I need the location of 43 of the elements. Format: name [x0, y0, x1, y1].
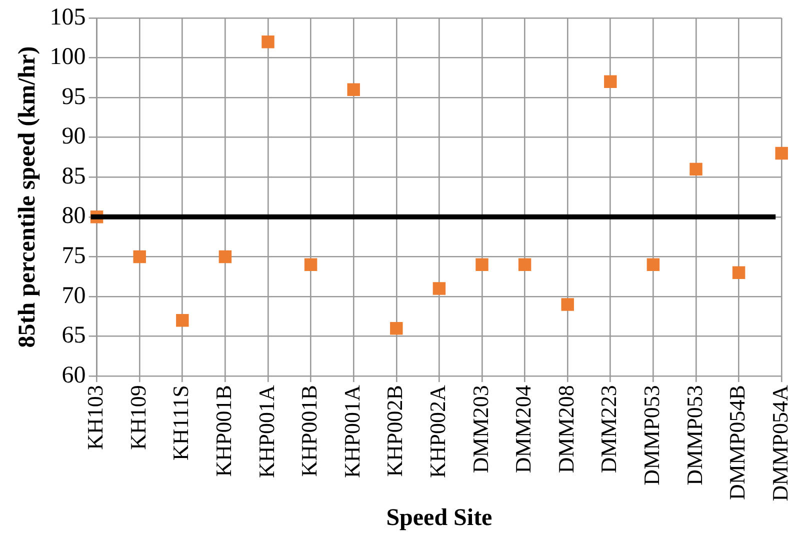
x-tick-label: KHP002B [382, 385, 408, 477]
y-tick-label: 80 [62, 203, 86, 230]
point [518, 258, 532, 272]
y-tick-label: 75 [62, 243, 86, 270]
point [133, 250, 146, 264]
x-axis-title: Speed Site [386, 504, 493, 531]
point [347, 83, 360, 96]
y-axis-title: 85th percentile speed (km/hr) [14, 46, 41, 348]
y-tick-label: 105 [50, 4, 86, 30]
point [432, 282, 446, 295]
point [604, 75, 617, 88]
x-tick-label: DMM223 [596, 385, 622, 474]
y-tick-label: 85 [62, 163, 86, 190]
point [690, 162, 702, 176]
x-tick-label: KHP001A [254, 384, 279, 478]
x-tick-label: DMM208 [553, 385, 578, 474]
point [561, 298, 574, 311]
point [476, 258, 488, 272]
x-tick-label: KHP001B [210, 385, 236, 477]
x-tick-label: DMMP053 [682, 385, 707, 486]
x-tick-label: KHP002A [424, 384, 450, 478]
x-tick-label: DMMP054B [724, 385, 750, 500]
x-tick-label: KHP001A [339, 384, 364, 478]
x-tick-label: DMM204 [510, 385, 536, 474]
point [390, 322, 403, 335]
y-tick-label: 90 [62, 124, 86, 150]
y-tick-label: 95 [62, 84, 86, 110]
x-tick-label: DMMP053 [638, 385, 664, 486]
y-tick-label: 100 [50, 44, 86, 70]
point [646, 258, 660, 272]
x-tick-label: KH109 [125, 385, 150, 450]
point [176, 314, 189, 327]
x-tick-label: DMM203 [468, 385, 493, 474]
y-tick-label: 65 [62, 322, 86, 349]
x-tick-label: KH111S [168, 385, 194, 460]
point [304, 258, 318, 272]
point [775, 146, 788, 160]
point [732, 266, 746, 279]
y-tick-label: 70 [62, 282, 86, 309]
x-tick-label: DMMP054A [767, 384, 792, 502]
point [218, 250, 232, 264]
point [262, 36, 274, 48]
x-tick-label: KHP001B [296, 385, 322, 477]
